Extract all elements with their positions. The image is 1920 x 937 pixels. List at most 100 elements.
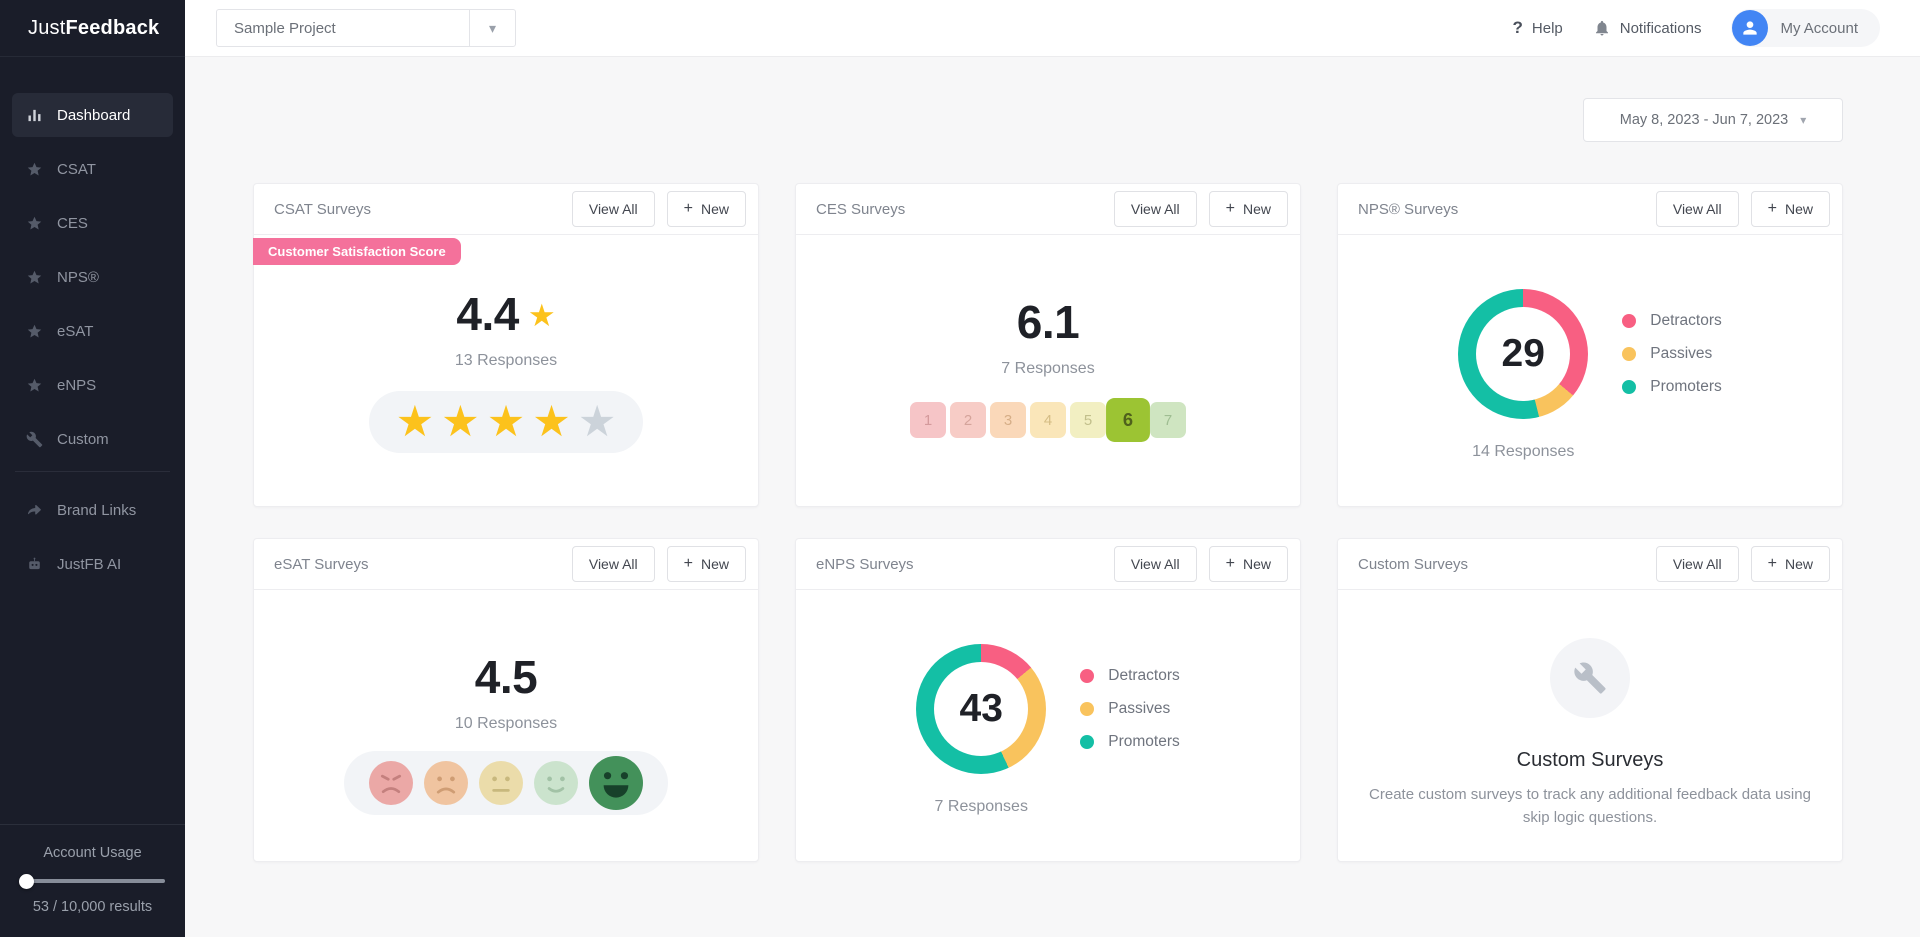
card-title: NPS® Surveys [1358,200,1459,218]
esat-card: eSAT Surveys View All + New 4.5 10 Respon… [253,538,759,862]
sidebar-item-csat[interactable]: CSAT [12,147,173,191]
enps-card-body: 43 7 Responses Detractors Passives [796,590,1300,861]
plus-icon: + [683,555,693,572]
star-icon [25,376,43,394]
star-filled-icon: ★ [532,397,571,446]
new-button[interactable]: + New [1750,191,1830,227]
app-logo[interactable]: Just Feedback [0,0,185,57]
sidebar-item-brand-links[interactable]: Brand Links [12,488,173,532]
esat-card-body: 4.5 10 Responses [254,590,758,861]
csat-score-row: 4.4 ★ [456,291,555,337]
chevron-down-icon[interactable]: ▾ [469,10,515,46]
esat-faces-rating [344,751,668,815]
view-all-label: View All [1130,556,1180,572]
new-button[interactable]: + New [1208,546,1288,582]
enps-donut-chart: 43 [916,644,1047,774]
sidebar-item-enps[interactable]: eNPS [12,363,173,407]
enps-donut-col: 43 7 Responses [916,644,1047,816]
usage-slider-thumb[interactable] [18,873,34,889]
slight-smile-face-icon [534,761,578,805]
esat-score: 4.5 [474,651,538,703]
view-all-button[interactable]: View All [1113,546,1197,582]
sidebar-item-label: CES [57,214,88,232]
ces-card-header: CES Surveys View All + New [796,184,1300,235]
view-all-button[interactable]: View All [1655,546,1739,582]
big-smile-face-icon [589,756,643,810]
legend-label: Detractors [1108,667,1180,684]
enps-card-header: eNPS Surveys View All + New [796,539,1300,590]
main-content: May 8, 2023 - Jun 7, 2023 ▾ CSAT Surveys… [185,57,1920,937]
sidebar-item-label: JustFB AI [57,555,122,573]
nps-card-header: NPS® Surveys View All + New [1338,184,1842,235]
sidebar-item-ces[interactable]: CES [12,201,173,245]
ces-card: CES Surveys View All + New 6.1 7 Response… [795,183,1301,507]
star-icon [25,268,43,286]
star-icon [25,160,43,178]
nps-score: 29 [1476,307,1571,401]
my-account-label: My Account [1780,19,1858,37]
new-label: New [1784,556,1813,572]
esat-responses: 10 Responses [454,715,558,732]
sidebar-item-label: Custom [57,430,109,448]
help-label: Help [1531,19,1563,37]
notifications-button[interactable]: Notifications [1593,19,1702,37]
passives-dot [1080,702,1095,716]
sidebar: Just Feedback Dashboard CSAT CES NPS® eSA… [0,0,185,937]
sidebar-item-nps[interactable]: NPS® [12,255,173,299]
legend-label: Promoters [1108,733,1180,750]
wrench-icon-circle [1550,638,1630,718]
bar-chart-icon [25,106,43,124]
view-all-button[interactable]: View All [1113,191,1197,227]
new-button[interactable]: + New [666,191,746,227]
date-range-picker[interactable]: May 8, 2023 - Jun 7, 2023 ▾ [1583,98,1843,142]
new-button[interactable]: + New [1750,546,1830,582]
sidebar-nav: Dashboard CSAT CES NPS® eSAT eNPS Custom [0,57,185,824]
view-all-label: View All [1672,556,1722,572]
legend-label: Passives [1108,700,1171,717]
esat-score-row: 4.5 [474,651,538,703]
chevron-down-icon: ▾ [1800,113,1807,127]
view-all-label: View All [588,556,638,572]
plus-icon: + [1767,555,1777,572]
legend-row: Detractors [1080,666,1180,686]
ces-scale-cell-2: 2 [950,402,986,438]
ces-scale-cell-5: 5 [1070,402,1106,438]
view-all-button[interactable]: View All [1655,191,1739,227]
ces-scale-cell-7: 7 [1150,402,1186,438]
notifications-label: Notifications [1619,19,1702,37]
project-selector[interactable]: Sample Project ▾ [216,9,516,47]
nps-card: NPS® Surveys View All + New 29 14 Respons… [1337,183,1843,507]
sidebar-item-custom[interactable]: Custom [12,417,173,461]
new-button[interactable]: + New [1208,191,1288,227]
legend-row: Promoters [1080,732,1180,752]
view-all-button[interactable]: View All [571,546,655,582]
sidebar-item-justfb-ai[interactable]: JustFB AI [12,542,173,586]
star-filled-icon: ★ [441,397,480,446]
sidebar-item-esat[interactable]: eSAT [12,309,173,353]
view-all-label: View All [588,201,638,217]
logo-text-light: Just [28,16,66,39]
legend-row: Promoters [1622,377,1722,397]
ces-scale-cell-4: 4 [1030,402,1066,438]
promoters-dot [1080,735,1095,749]
nps-responses: 14 Responses [1472,443,1575,460]
new-label: New [1242,556,1271,572]
promoters-dot [1622,380,1637,394]
topbar-right: ? Help Notifications My Account [1513,9,1880,47]
csat-star-rating: ★ ★ ★ ★ ★ [368,391,644,453]
view-all-button[interactable]: View All [571,191,655,227]
avatar [1732,10,1769,46]
view-all-label: View All [1130,201,1180,217]
legend-label: Detractors [1650,312,1722,329]
sidebar-item-dashboard[interactable]: Dashboard [12,93,173,137]
sidebar-item-label: Dashboard [57,106,131,124]
new-button[interactable]: + New [666,546,746,582]
card-title: Custom Surveys [1358,555,1469,573]
usage-slider[interactable] [18,873,165,889]
my-account-button[interactable]: My Account [1731,9,1880,47]
usage-result-text: 53 / 10,000 results [32,899,153,915]
help-button[interactable]: ? Help [1513,18,1563,38]
sidebar-divider [15,471,170,472]
enps-donut-wrap: 43 7 Responses Detractors Passives [916,644,1180,816]
